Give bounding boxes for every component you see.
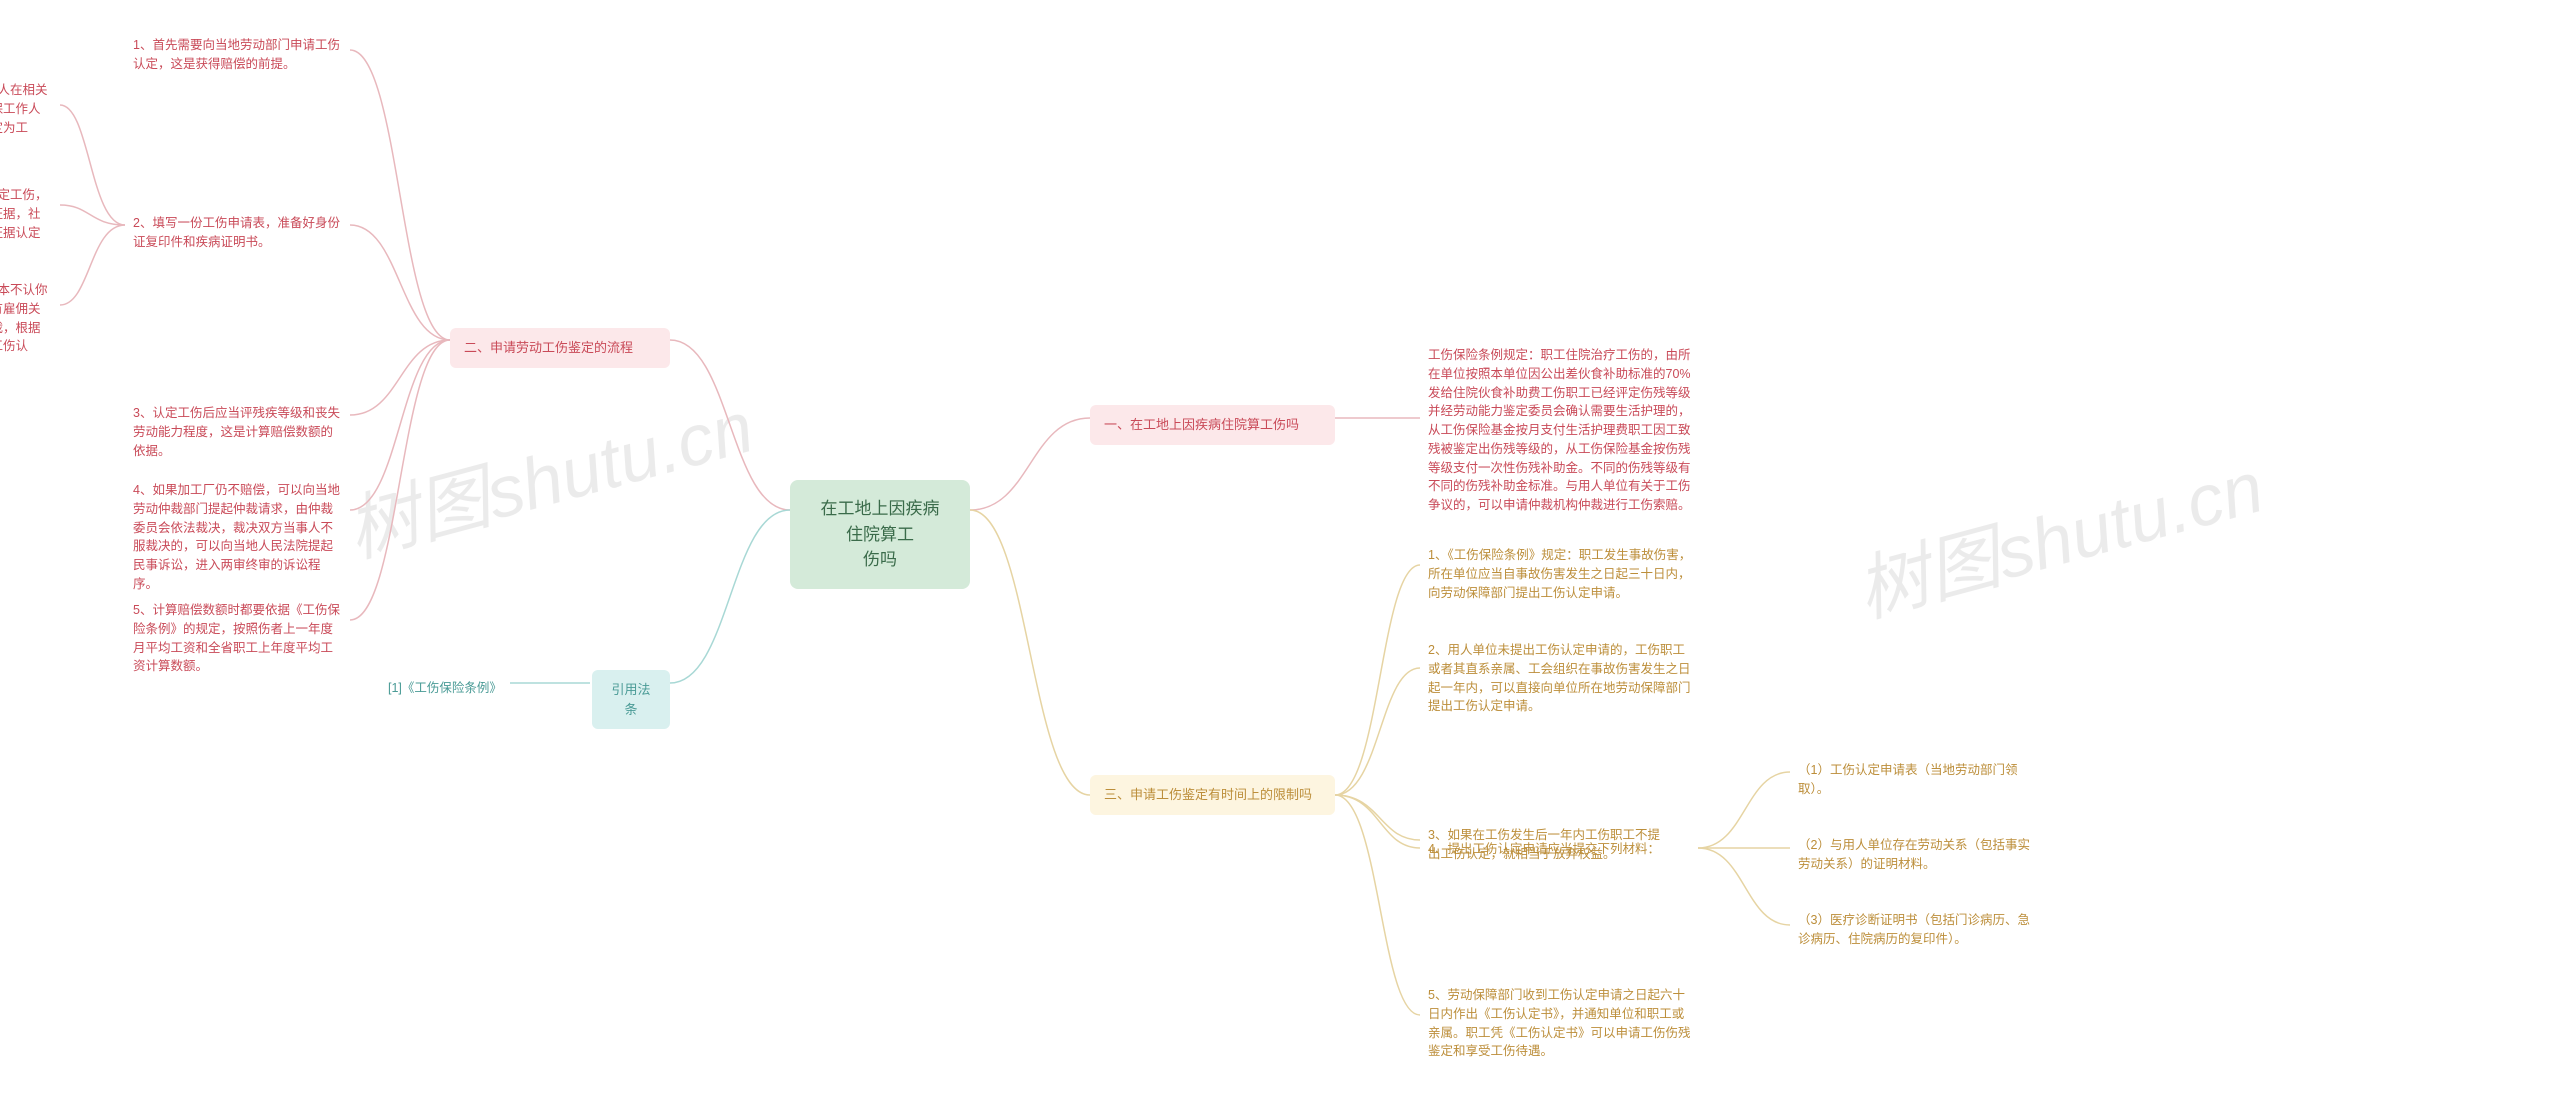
connector-lines [0,0,2560,1107]
watermark-left: 树图shutu.cn [334,368,763,577]
branch-law: 引用法条 [592,670,670,729]
b2-n2: 2、填写一份工伤申请表，准备好身份证复印件和疾病证明书。 [125,208,350,258]
b2-n2-s3: （3）还有一种情况老板就是根本不认你是他的工人，就要先请你收集有雇佣关系的相关材… [0,275,60,381]
law-ref: [1]《工伤保险条例》 [380,673,510,704]
root-text: 在工地上因疾病住院算工 伤吗 [821,499,940,569]
b3-n4-s3: （3）医疗诊断证明书（包括门诊病历、急诊病历、住院病历的复印件）。 [1790,905,2050,955]
root-node: 在工地上因疾病住院算工 伤吗 [790,480,970,589]
branch-1-leaf: 工伤保险条例规定：职工住院治疗工伤的，由所在单位按照本单位因公出差伙食补助标准的… [1420,340,1700,521]
b3-n1: 1、《工伤保险条例》规定：职工发生事故伤害，所在单位应当自事故伤害发生之日起三十… [1420,540,1700,608]
b3-n4-s1: （1）工伤认定申请表（当地劳动部门领取）。 [1790,755,2050,805]
branch-2: 二、申请劳动工伤鉴定的流程 [450,328,670,368]
watermark-right: 树图shutu.cn [1844,428,2273,637]
branch-2-label: 二、申请劳动工伤鉴定的流程 [464,340,633,355]
b3-n5: 5、劳动保障部门收到工伤认定申请之日起六十日内作出《工伤认定书》，并通知单位和职… [1420,980,1700,1067]
b2-n5: 5、计算赔偿数额时都要依据《工伤保险条例》的规定，按照伤者上一年度月平均工资和全… [125,595,350,682]
branch-3: 三、申请工伤鉴定有时间上的限制吗 [1090,775,1335,815]
branch-1-label: 一、在工地上因疾病住院算工伤吗 [1104,417,1299,432]
b3-n4-s2: （2）与用人单位存在劳动关系（包括事实劳动关系）的证明材料。 [1790,830,2050,880]
branch-1: 一、在工地上因疾病住院算工伤吗 [1090,405,1335,445]
b2-n2-s2: （2）另外一种是单位不同意认定工伤，则由被申请单位提供不是工伤证据，社保机构会根… [0,180,60,267]
b3-n4: 4、提出工伤认定申请应当提交下列材料： [1420,838,1668,865]
branch-3-label: 三、申请工伤鉴定有时间上的限制吗 [1104,787,1312,802]
b2-n1: 1、首先需要向当地劳动部门申请工伤认定，这是获得赔偿的前提。 [125,30,350,80]
b2-n3: 3、认定工伤后应当评残疾等级和丧失劳动能力程度，这是计算赔偿数额的依据。 [125,398,350,466]
b2-n2-s1: （1）如果单位同意工伤就请法人在相关位置签字，盖单位公章。待社保工作人员调查后出… [0,75,60,162]
branch-law-label: 引用法条 [611,682,650,717]
b2-n4: 4、如果加工厂仍不赔偿，可以向当地劳动仲裁部门提起仲裁请求，由仲裁委员会依法裁决… [125,475,350,600]
b3-n2: 2、用人单位未提出工伤认定申请的，工伤职工或者其直系亲属、工会组织在事故伤害发生… [1420,635,1700,722]
